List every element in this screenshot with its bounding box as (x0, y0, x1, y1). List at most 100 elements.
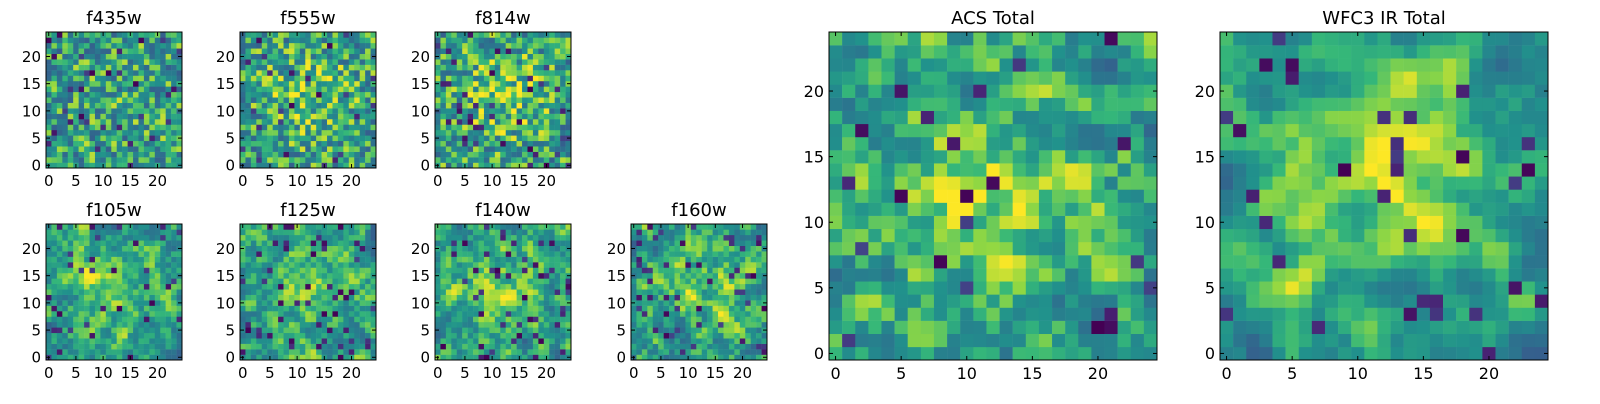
heatmap-cell (457, 141, 463, 147)
heatmap-cell (177, 130, 183, 136)
heatmap-cell (90, 295, 96, 301)
heatmap-cell (489, 86, 495, 92)
heatmap-cell (171, 235, 177, 241)
heatmap-cell (729, 257, 735, 263)
x-tick-label: 10 (94, 364, 113, 382)
heatmap-cell (343, 229, 349, 235)
heatmap-cell (895, 308, 908, 321)
heatmap-cell (446, 163, 452, 169)
heatmap-cell (555, 92, 561, 98)
heatmap-cell (1091, 203, 1104, 216)
heatmap-cell (133, 344, 139, 350)
heatmap-cell (149, 146, 155, 152)
heatmap-cell (365, 43, 371, 49)
heatmap-cell (166, 37, 172, 43)
heatmap-cell (273, 257, 279, 263)
heatmap-cell (106, 322, 112, 328)
heatmap-cell (680, 338, 686, 344)
heatmap-cell (79, 311, 85, 317)
heatmap-cell (1078, 294, 1091, 307)
heatmap-cell (371, 70, 377, 76)
heatmap-cell (479, 273, 485, 279)
heatmap-cell (273, 316, 279, 322)
heatmap-cell (489, 306, 495, 312)
heatmap-cell (68, 163, 74, 169)
heatmap-cell (544, 92, 550, 98)
heatmap-cell (149, 54, 155, 60)
heatmap-cell (440, 54, 446, 60)
heatmap-cell (245, 146, 251, 152)
heatmap-cell (762, 322, 768, 328)
heatmap-cell (251, 114, 257, 120)
heatmap-cell (177, 37, 183, 43)
heatmap-cell (95, 54, 101, 60)
heatmap-cell (664, 257, 670, 263)
heatmap-cell (647, 355, 653, 361)
heatmap-cell (95, 338, 101, 344)
heatmap-cell (73, 306, 79, 312)
heatmap-cell (489, 54, 495, 60)
heatmap-cell (338, 349, 344, 355)
heatmap-cell (343, 141, 349, 147)
heatmap-cell (360, 135, 366, 141)
heatmap-cell (511, 48, 517, 54)
heatmap-cell (713, 289, 719, 295)
heatmap-cell (745, 349, 751, 355)
heatmap-cell (79, 32, 85, 38)
heatmap-cell (327, 152, 333, 158)
heatmap-cell (95, 114, 101, 120)
heatmap-cell (149, 229, 155, 235)
heatmap-cell (68, 311, 74, 317)
heatmap-cell (636, 273, 642, 279)
heatmap-cell (133, 338, 139, 344)
heatmap-cell (256, 316, 262, 322)
heatmap-cell (149, 163, 155, 169)
heatmap-cell (484, 43, 490, 49)
heatmap-cell (294, 349, 300, 355)
heatmap-cell (327, 81, 333, 87)
heatmap-cell (294, 157, 300, 163)
heatmap-cell (522, 92, 528, 98)
heatmap-cell (544, 114, 550, 120)
heatmap-cell (560, 306, 566, 312)
heatmap-cell (360, 65, 366, 71)
heatmap-cell (745, 327, 751, 333)
heatmap-cell (664, 268, 670, 274)
heatmap-cell (311, 229, 317, 235)
heatmap-cell (84, 300, 90, 306)
heatmap-cell (128, 97, 134, 103)
heatmap-cell (675, 262, 681, 268)
heatmap-cell (117, 119, 123, 125)
heatmap-cell (566, 119, 572, 125)
heatmap-cell (829, 229, 842, 242)
heatmap-cell (122, 103, 128, 109)
heatmap-cell (332, 349, 338, 355)
heatmap-cell (57, 284, 63, 290)
heatmap-cell (349, 229, 355, 235)
heatmap-cell (533, 124, 539, 130)
heatmap-cell (484, 246, 490, 252)
heatmap-cell (522, 349, 528, 355)
heatmap-cell (300, 48, 306, 54)
heatmap-cell (68, 92, 74, 98)
heatmap-cell (300, 235, 306, 241)
heatmap-cell (921, 216, 934, 229)
heatmap-cell (294, 114, 300, 120)
heatmap-cell (636, 278, 642, 284)
heatmap-cell (533, 327, 539, 333)
heatmap-cell (95, 300, 101, 306)
heatmap-cell (468, 311, 474, 317)
heatmap-cell (294, 257, 300, 263)
heatmap-cell (1052, 281, 1065, 294)
heatmap-cell (457, 251, 463, 257)
heatmap-cell (273, 322, 279, 328)
heatmap-cell (549, 257, 555, 263)
heatmap-cell (284, 273, 290, 279)
heatmap-cell (128, 146, 134, 152)
x-tick-label: 5 (71, 172, 81, 190)
heatmap-cell (533, 240, 539, 246)
heatmap-cell (46, 141, 52, 147)
heatmap-cell (740, 273, 746, 279)
heatmap-cell (57, 76, 63, 82)
heatmap-cell (79, 114, 85, 120)
